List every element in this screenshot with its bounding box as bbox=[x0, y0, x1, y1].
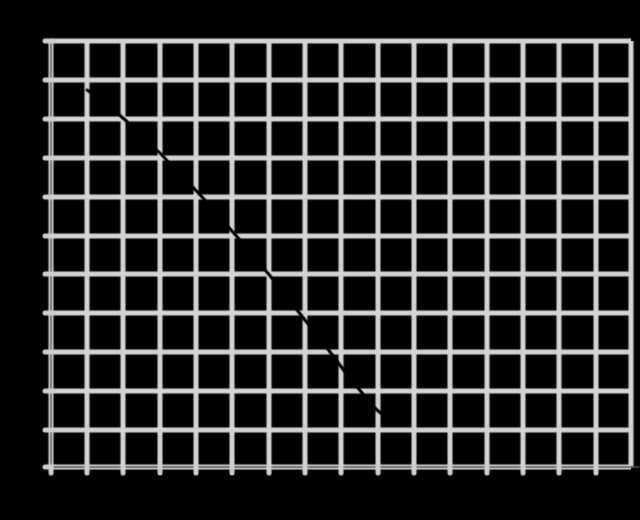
chart-figure: series-1 line line-chart-icon bbox=[0, 0, 640, 520]
plot-canvas[interactable] bbox=[0, 0, 640, 520]
